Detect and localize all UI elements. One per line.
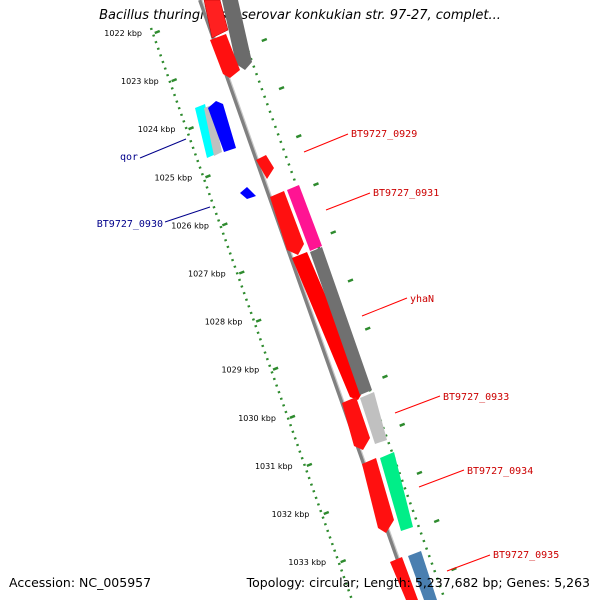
inner-tick-mark <box>347 278 354 283</box>
gene-feature[interactable] <box>270 191 304 255</box>
gene-feature[interactable] <box>208 101 236 152</box>
scale-tick-label: 1032 kbp <box>272 510 310 519</box>
scale-tick-mark <box>238 270 245 275</box>
gene-label-BT9727_0929[interactable]: BT9727_0929 <box>351 129 417 140</box>
scale-tick-mark <box>340 558 347 564</box>
scale-tick-mark <box>289 414 296 419</box>
scale-tick-mark <box>171 77 178 83</box>
gene-feature[interactable] <box>203 0 229 39</box>
gene-feature[interactable] <box>195 104 216 158</box>
scale-tick-mark <box>272 366 279 371</box>
gene-label-BT9727_0931[interactable]: BT9727_0931 <box>373 188 439 199</box>
scale-tick-mark <box>306 462 313 468</box>
inner-tick-mark <box>399 422 406 427</box>
scale-ticks: 1022 kbp 1023 kbp 1024 kbp 1025 kbp 1026 kbp… <box>104 29 457 572</box>
gene-label-qor[interactable]: qor <box>120 152 138 163</box>
scale-tick-label: 1031 kbp <box>255 462 293 471</box>
scale-tick-mark <box>204 174 211 179</box>
scale-tick-label: 1027 kbp <box>188 270 226 279</box>
inner-tick-mark <box>364 326 371 331</box>
scale-tick-label: 1026 kbp <box>171 221 209 230</box>
gene-label-BT9727_0930[interactable]: BT9727_0930 <box>97 219 163 230</box>
gene-feature[interactable] <box>210 34 240 78</box>
scale-tick-label: 1033 kbp <box>288 558 326 567</box>
inner-tick-mark <box>295 134 302 139</box>
scale-tick-label: 1023 kbp <box>121 77 159 86</box>
accession-text: Accession: NC_005957 <box>9 575 152 590</box>
gene-feature[interactable] <box>390 557 418 600</box>
scale-tick-mark <box>255 318 262 323</box>
gene-feature[interactable] <box>362 458 394 533</box>
inner-tick-mark <box>416 470 423 476</box>
inner-tick-mark <box>433 518 440 524</box>
gene-label-BT9727_0934[interactable]: BT9727_0934 <box>467 466 533 477</box>
map-title: Bacillus thuringiensis serovar konkukian… <box>99 8 501 23</box>
scale-tick-label: 1030 kbp <box>238 414 276 423</box>
label-lines <box>139 133 491 572</box>
scale-tick-mark <box>154 29 161 35</box>
scale-tick-label: 1028 kbp <box>205 318 243 327</box>
gene-feature[interactable] <box>408 551 437 600</box>
gene-feature[interactable] <box>204 105 222 156</box>
scale-tick-label: 1024 kbp <box>138 125 176 134</box>
gene-feature[interactable] <box>222 0 252 70</box>
scale-tick-label: 1025 kbp <box>155 173 193 182</box>
inner-tick-mark <box>330 230 337 235</box>
gene-feature[interactable] <box>287 185 322 251</box>
inner-tick-mark <box>278 85 285 91</box>
scale-track <box>149 27 354 600</box>
gene-feature[interactable] <box>360 392 387 444</box>
gene-label-BT9727_0933[interactable]: BT9727_0933 <box>443 392 509 403</box>
inner-tick-mark <box>313 182 319 187</box>
gene-feature[interactable] <box>380 452 413 531</box>
gene-feature[interactable] <box>292 252 365 400</box>
scale-tick-mark <box>221 222 228 227</box>
scale-tick-mark <box>323 510 330 516</box>
gene-feature[interactable] <box>256 155 274 179</box>
inner-tick-mark <box>450 566 457 572</box>
gene-label-yhaN[interactable]: yhaN <box>410 294 434 305</box>
gene-track <box>195 0 437 600</box>
gene-feature[interactable] <box>240 187 256 199</box>
inner-tick-mark <box>261 37 268 43</box>
inner-tick-mark <box>381 374 388 379</box>
scale-tick-label: 1029 kbp <box>221 366 259 375</box>
gene-feature[interactable] <box>342 397 370 450</box>
gene-feature[interactable] <box>310 247 372 395</box>
gene-label-BT9727_0935[interactable]: BT9727_0935 <box>493 550 559 561</box>
scale-tick-label: 1022 kbp <box>104 29 142 38</box>
topology-text: Topology: circular; Length: 5,237,682 bp… <box>246 575 590 590</box>
scale-tick-mark <box>188 126 195 131</box>
